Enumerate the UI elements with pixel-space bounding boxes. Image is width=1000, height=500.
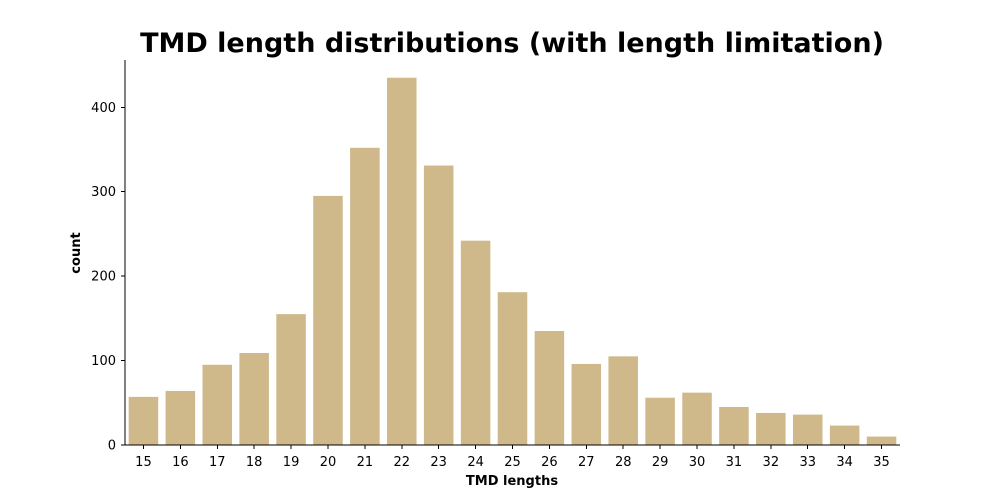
bar-20 (313, 195, 343, 445)
x-tick-label: 25 (504, 455, 521, 470)
bar-16 (165, 390, 196, 445)
x-tick-label: 21 (357, 455, 374, 470)
y-axis-ticks: 0 100 200 300 400 (91, 101, 125, 454)
x-tick-label: 35 (873, 455, 890, 470)
bar-17 (202, 364, 233, 445)
bars-layer (128, 77, 897, 446)
bar-21 (350, 147, 380, 445)
x-tick-label: 16 (172, 455, 189, 470)
x-tick-label: 27 (578, 455, 595, 470)
y-tick-label: 100 (91, 354, 116, 369)
bar-29 (645, 397, 675, 445)
x-tick-label: 22 (394, 455, 411, 470)
x-tick-label: 24 (467, 455, 484, 470)
bar-25 (497, 292, 528, 445)
x-tick-label: 18 (246, 455, 263, 470)
bar-26 (534, 331, 565, 445)
bar-33 (792, 414, 823, 445)
x-axis-label: TMD lengths (466, 474, 558, 489)
x-tick-label: 26 (541, 455, 558, 470)
x-tick-label: 29 (652, 455, 669, 470)
bar-31 (719, 407, 749, 445)
x-tick-label: 15 (135, 455, 152, 470)
x-tick-label: 17 (209, 455, 226, 470)
bar-24 (460, 240, 491, 445)
bar-28 (608, 356, 638, 445)
x-tick-label: 33 (799, 455, 816, 470)
bar-35 (866, 436, 897, 445)
bar-22 (387, 77, 417, 445)
x-tick-label: 31 (726, 455, 743, 470)
bar-15 (128, 396, 159, 446)
bar-19 (276, 314, 306, 445)
y-tick-label: 400 (91, 101, 116, 116)
bar-32 (756, 412, 786, 445)
x-tick-label: 30 (689, 455, 706, 470)
y-tick-label: 0 (108, 439, 116, 454)
x-tick-label: 19 (283, 455, 300, 470)
x-axis-ticks: 15 16 17 18 19 20 21 22 23 24 25 26 27 28 29 30 31 32 33 34… (135, 445, 890, 470)
x-tick-label: 34 (836, 455, 853, 470)
x-tick-label: 28 (615, 455, 632, 470)
x-tick-label: 32 (763, 455, 780, 470)
y-tick-label: 200 (91, 270, 116, 285)
bar-23 (423, 165, 454, 446)
bar-27 (571, 363, 602, 445)
y-axis-label: count (69, 232, 84, 273)
bar-34 (829, 425, 860, 445)
chart-title: TMD length distributions (with length li… (140, 28, 884, 59)
y-tick-label: 300 (91, 185, 116, 200)
x-tick-label: 23 (430, 455, 447, 470)
bar-30 (682, 392, 712, 445)
bar-18 (239, 352, 269, 445)
x-tick-label: 20 (320, 455, 337, 470)
